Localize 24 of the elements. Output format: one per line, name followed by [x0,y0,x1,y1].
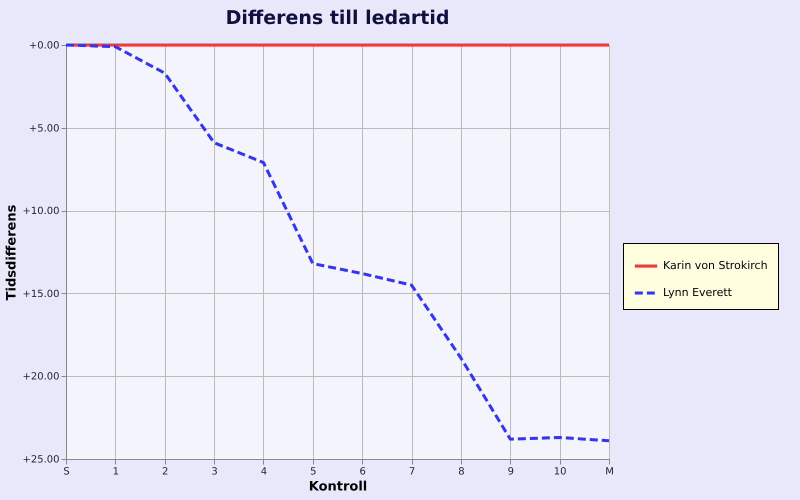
line-series [64,44,610,442]
x-tick-label: 10 [554,466,567,478]
x-tick-label: 5 [310,466,317,478]
y-axis-title: Tidsdifferens [4,204,20,300]
x-tick-label: 4 [260,466,268,478]
x-tick-label: 9 [508,466,514,478]
x-tick-label: 2 [162,466,168,478]
y-tick-label: +5.00 [28,123,60,134]
x-tick-label: 1 [112,466,120,478]
y-tick-label: +25.00 [22,454,60,466]
x-tick-label: 3 [211,466,218,478]
x-tick-label: 6 [359,466,366,478]
x-tick-label: 8 [458,466,465,478]
legend-label: Karin von Strokirch [663,259,768,272]
chart-title: Differens till ledartid [226,7,450,29]
legend-label: Lynn Everett [663,286,733,299]
y-tick-label: +10.00 [22,206,60,218]
y-tick-label: +20.00 [22,372,60,383]
y-tick-label: +0.00 [28,40,60,52]
x-tick-label: S [63,466,70,478]
x-tick-label: 7 [408,466,416,478]
y-tick-label: +15.00 [22,288,60,300]
x-tick-label: M [605,466,614,478]
x-axis-title: Kontroll [308,480,368,494]
